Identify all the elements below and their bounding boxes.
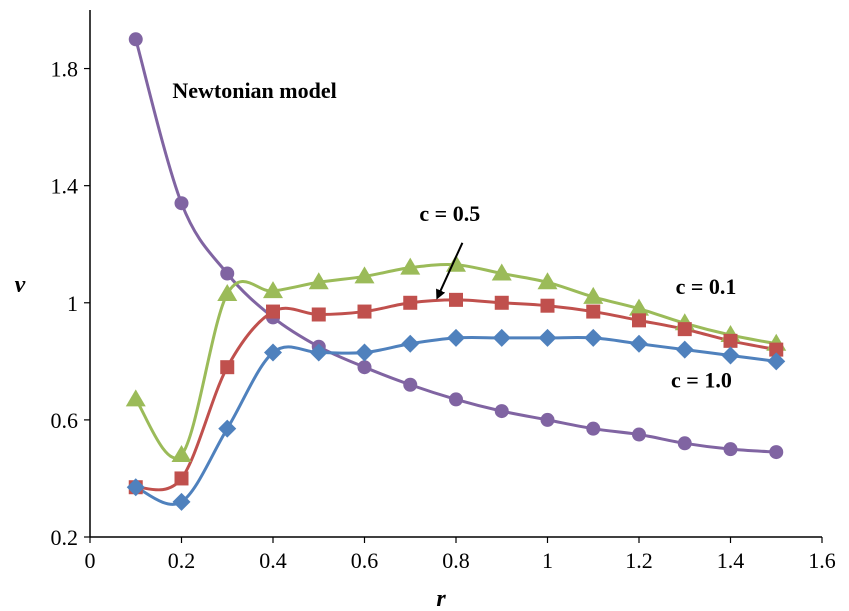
series-line-newtonian-model <box>134 38 777 454</box>
y-tick-label: 1 <box>67 291 78 316</box>
data-point-c-0-1 <box>125 389 146 407</box>
x-tick-label: 1.6 <box>808 548 836 573</box>
data-point-c-0-5 <box>540 298 555 313</box>
annotation-c-1-0: c = 1.0 <box>671 368 732 393</box>
annotation-arrow <box>436 242 464 300</box>
data-point-c-0-1 <box>217 283 238 301</box>
data-point-c-0-5 <box>677 322 692 337</box>
data-point-c-0-5 <box>403 295 418 310</box>
tick-labels: 0 0.2 0.4 0.6 0.8 1 1.2 1.4 1.60.20.611.41.8 <box>51 57 836 573</box>
data-point-newtonian-model <box>403 377 418 392</box>
data-point-c-0-1 <box>629 298 649 316</box>
data-point-newtonian-model <box>769 445 784 460</box>
data-point-c-0-5 <box>311 307 326 322</box>
data-point-c-0-5 <box>769 342 784 357</box>
data-point-newtonian-model <box>220 266 235 281</box>
data-point-newtonian-model <box>723 442 738 457</box>
data-point-c-0-5 <box>266 304 280 319</box>
data-point-c-0-1 <box>354 266 375 284</box>
y-tick-label: 0.2 <box>51 525 79 550</box>
data-point-c-0-1 <box>537 272 558 290</box>
data-point-newtonian-model <box>174 196 189 211</box>
data-point-c-0-5 <box>174 471 189 486</box>
data-point-c-0-1 <box>308 272 329 290</box>
data-point-c-1-0 <box>447 328 465 347</box>
x-tick-label: 1.2 <box>625 548 653 573</box>
data-point-c-0-5 <box>586 304 601 319</box>
data-point-c-0-1 <box>171 445 192 463</box>
data-point-c-0-5 <box>632 313 646 328</box>
data-point-c-1-0 <box>584 328 603 347</box>
annotations: Newtonian model c = 0.5 c = 0.1 c = 1.0 <box>172 78 736 393</box>
data-point-newtonian-model <box>494 404 509 419</box>
data-point-c-1-0 <box>767 352 786 371</box>
annotation-c-0-1: c = 0.1 <box>676 274 737 299</box>
data-point-c-1-0 <box>172 492 191 511</box>
data-point-c-1-0 <box>401 334 420 353</box>
x-tick-label: 0 <box>85 548 96 573</box>
x-tick-label: 0.2 <box>168 548 196 573</box>
data-point-c-1-0 <box>721 346 740 365</box>
data-point-c-0-5 <box>357 304 372 319</box>
data-point-c-0-1 <box>400 257 421 275</box>
data-point-c-1-0 <box>630 334 648 353</box>
x-axis-title: r <box>436 586 446 611</box>
axes <box>84 10 823 543</box>
data-point-c-0-5 <box>220 360 235 375</box>
data-point-c-1-0 <box>218 419 237 438</box>
x-tick-label: 1 <box>542 548 553 573</box>
data-point-c-1-0 <box>126 478 145 497</box>
y-tick-label: 0.6 <box>51 408 79 433</box>
data-point-newtonian-model <box>677 436 692 451</box>
y-tick-label: 1.4 <box>51 174 79 199</box>
annotation-newtonian-model: Newtonian model <box>172 78 336 103</box>
data-point-c-0-1 <box>263 281 283 299</box>
data-point-c-0-1 <box>583 286 604 304</box>
data-point-c-1-0 <box>492 328 511 347</box>
data-point-c-0-5 <box>723 333 738 348</box>
data-point-newtonian-model <box>128 32 143 47</box>
x-tick-label: 0.4 <box>259 548 287 573</box>
data-point-newtonian-model <box>357 360 372 375</box>
series-markers <box>125 32 787 511</box>
data-point-c-0-5 <box>449 292 463 307</box>
data-point-newtonian-model <box>540 412 555 427</box>
data-point-c-0-1 <box>491 263 512 281</box>
y-axis-title: v <box>15 272 26 298</box>
series-line-c-0-1 <box>134 262 777 460</box>
x-tick-label: 0.8 <box>442 548 470 573</box>
data-point-newtonian-model <box>632 427 646 442</box>
data-point-c-1-0 <box>309 343 328 362</box>
data-point-newtonian-model <box>449 392 463 407</box>
data-point-newtonian-model <box>586 421 601 436</box>
data-point-c-1-0 <box>675 340 694 359</box>
x-tick-label: 0.6 <box>351 548 379 573</box>
x-tick-label: 1.4 <box>717 548 745 573</box>
data-point-c-1-0 <box>355 343 374 362</box>
data-point-c-0-5 <box>494 295 509 310</box>
data-point-c-1-0 <box>538 328 557 347</box>
data-point-c-1-0 <box>264 343 282 362</box>
annotation-c-0-5: c = 0.5 <box>419 201 480 226</box>
y-tick-label: 1.8 <box>51 57 79 82</box>
